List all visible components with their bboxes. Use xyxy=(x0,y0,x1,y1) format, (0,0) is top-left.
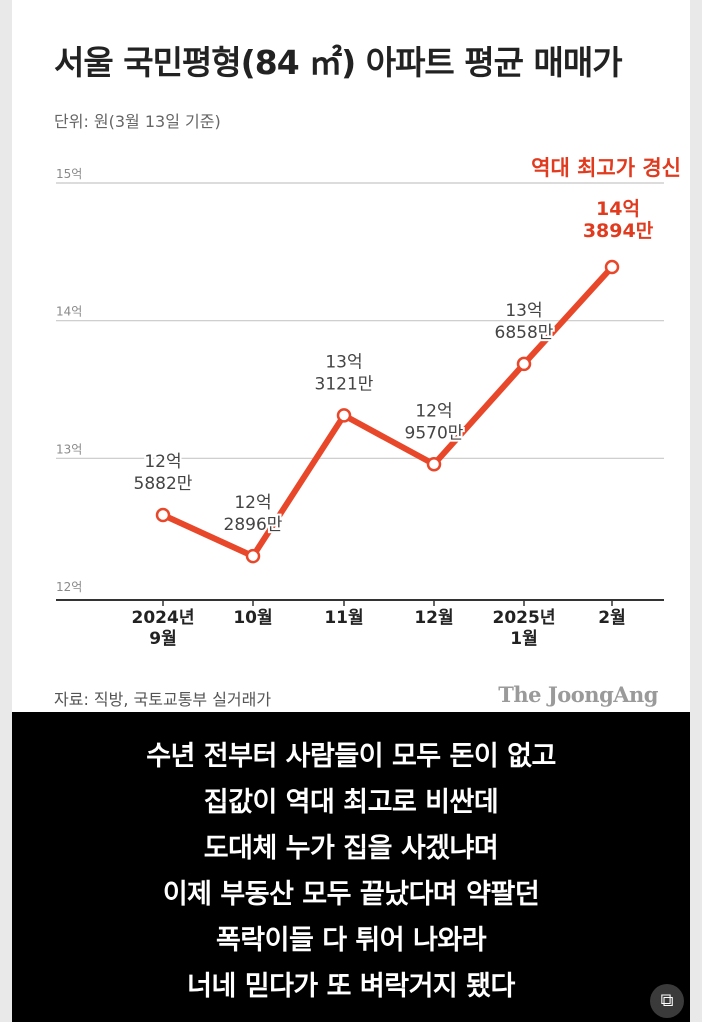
data-point xyxy=(336,408,352,423)
x-tick-label: 2024년 9월 xyxy=(132,608,195,649)
data-point xyxy=(516,356,532,372)
caption-line: 폭락이들 다 튀어 나와라 xyxy=(215,925,487,956)
data-label: 14억 3894만 xyxy=(583,198,654,242)
caption-line: 도대체 누가 집을 사겠냐며 xyxy=(203,833,499,864)
data-point xyxy=(426,457,442,472)
caption-line: 집값이 역대 최고로 비싼데 xyxy=(203,787,499,818)
data-label: 12억 2896만 xyxy=(224,493,283,535)
left-border xyxy=(0,0,12,1022)
y-tick-label: 12억 xyxy=(56,580,82,594)
right-border xyxy=(690,0,702,1022)
x-tick-label: 2025년 1월 xyxy=(493,608,556,649)
y-tick-label: 15억 xyxy=(56,167,82,181)
source-note: 자료: 직방, 국토교통부 실거래가 xyxy=(54,690,272,709)
chart-card: 서울 국민평형(84 ㎡) 아파트 평균 매매가 단위: 원(3월 13일 기준… xyxy=(12,0,690,712)
chart-title: 서울 국민평형(84 ㎡) 아파트 평균 매매가 xyxy=(54,43,623,82)
text-scan-icon[interactable]: ⧉ xyxy=(650,984,684,1018)
x-tick-label: 2월 xyxy=(598,608,625,628)
series-line xyxy=(160,264,615,560)
caption-panel: 수년 전부터 사람들이 모두 돈이 없고 집값이 역대 최고로 비싼데 도대체 … xyxy=(12,712,690,1022)
publisher-logo: The JoongAng xyxy=(498,682,658,707)
x-tick-label: 11월 xyxy=(324,608,363,628)
data-point xyxy=(604,259,620,275)
data-point xyxy=(245,548,261,564)
unit-note: 단위: 원(3월 13일 기준) xyxy=(54,112,221,131)
data-label: 12억 5882만 xyxy=(134,452,193,494)
y-tick-label: 13억 xyxy=(56,442,82,456)
caption-line: 너네 믿다가 또 벼락거지 됐다 xyxy=(187,971,515,1002)
x-tick-label: 12월 xyxy=(414,608,453,628)
data-point xyxy=(155,507,171,523)
data-label: 13억 3121만 xyxy=(315,352,374,394)
y-tick-label: 14억 xyxy=(56,305,82,319)
data-label: 13억 6858만 xyxy=(495,301,554,343)
caption-line: 수년 전부터 사람들이 모두 돈이 없고 xyxy=(146,741,556,772)
caption-line: 이제 부동산 모두 끝났다며 약팔던 xyxy=(162,879,540,910)
record-high-annotation: 역대 최고가 경신 xyxy=(531,156,681,180)
data-label: 12억 9570만 xyxy=(405,401,464,443)
line-chart: 12억 13억 14억 15억 2024년 9월 10월 11월 12월 2025년 1월 2월 12억… xyxy=(56,156,681,649)
x-tick-label: 10월 xyxy=(233,608,272,628)
